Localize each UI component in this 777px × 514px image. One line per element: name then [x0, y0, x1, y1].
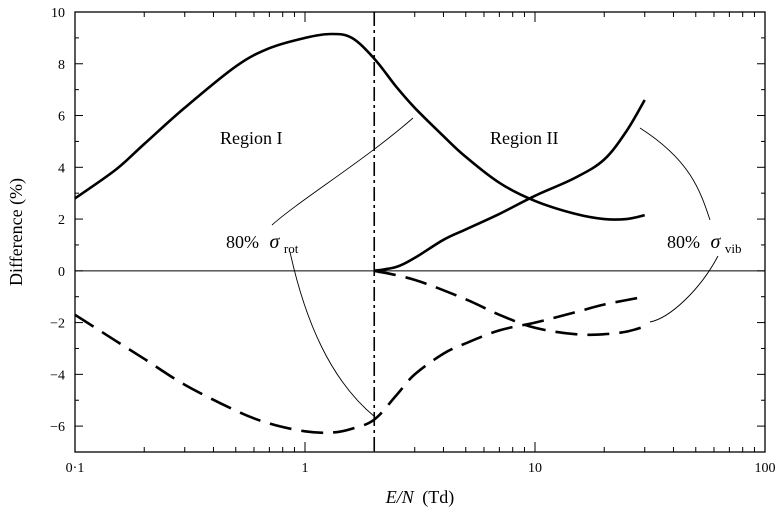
x-tick-label: 1	[302, 461, 309, 476]
vib-subscript: vib	[725, 241, 742, 256]
series-line-1-solid	[74, 32, 645, 221]
series-line-2-solid	[373, 99, 646, 273]
leader-lines	[271, 117, 719, 418]
region-2-label: Region II	[490, 128, 558, 148]
plot-frame	[74, 11, 766, 453]
x-axis-title: E/N (Td)	[385, 487, 455, 508]
leader-rot-lower	[289, 251, 376, 418]
x-tick-label: 100	[755, 461, 776, 476]
x-tick-label: 0·1	[66, 461, 85, 476]
series-line-4-dashed	[373, 269, 646, 337]
y-tick-label: 4	[58, 161, 65, 176]
vib-percent: 80%	[667, 232, 700, 252]
x-tick-label: 10	[528, 461, 542, 476]
vib-annotation: 80% σ vib	[667, 231, 742, 256]
y-tick-label: 8	[58, 58, 65, 73]
tick-marks	[74, 11, 765, 453]
y-tick-label: 2	[58, 213, 65, 228]
y-tick-label: 0	[58, 265, 65, 280]
series-group	[74, 32, 646, 435]
series-line-3-dashed	[74, 295, 645, 435]
y-axis-title: Difference (%)	[6, 178, 27, 286]
y-tick-label: −2	[50, 317, 65, 332]
leader-rot-upper	[271, 117, 414, 226]
rot-percent: 80%	[226, 232, 259, 252]
x-axis-title-unit: (Td)	[422, 487, 454, 508]
y-tick-label: 10	[51, 6, 65, 21]
leader-vib-lower	[649, 255, 719, 323]
x-axis-title-quantity: E/N	[385, 487, 415, 507]
rot-subscript: rot	[284, 241, 299, 256]
y-tick-label: −4	[50, 368, 65, 383]
y-tick-label: −6	[50, 420, 65, 435]
region-1-label: Region I	[220, 128, 283, 148]
y-tick-label: 6	[58, 110, 65, 125]
vib-sigma: σ	[711, 231, 722, 253]
tick-labels: 0·1 1 10 100 −6 −4 −2 0 2 4 6 8 10	[50, 6, 775, 476]
rot-annotation: 80% σ rot	[226, 231, 299, 256]
rot-sigma: σ	[270, 231, 281, 253]
leader-vib-upper	[639, 127, 711, 221]
